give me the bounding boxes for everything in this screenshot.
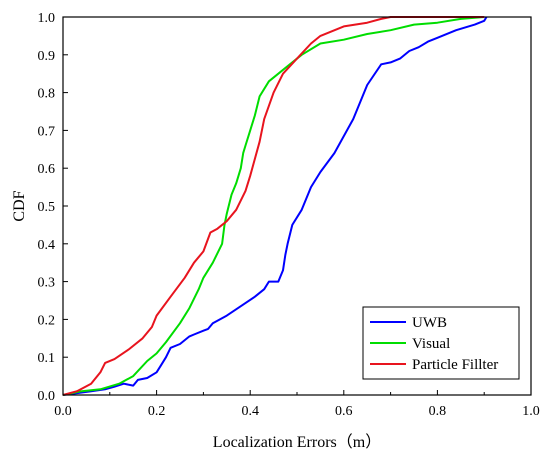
legend-label: Visual	[412, 336, 450, 352]
x-tick-label: 1.0	[522, 404, 540, 419]
y-tick-label: 0.3	[38, 276, 56, 291]
legend-label: Particle Fillter	[412, 357, 498, 373]
x-tick-label: 0.6	[335, 404, 353, 419]
x-tick-label: 0.4	[241, 404, 259, 419]
y-tick-label: 0.5	[38, 200, 56, 215]
y-tick-label: 0.8	[38, 87, 56, 102]
series-line-visual	[62, 16, 485, 396]
x-tick-label: 0.2	[148, 404, 166, 419]
series-layer	[62, 16, 488, 396]
y-tick-label: 0.7	[38, 124, 56, 139]
y-tick-label: 0.2	[38, 313, 56, 328]
legend-label: UWB	[412, 315, 447, 331]
x-axis-label: Localization Errors（m）	[213, 433, 381, 451]
y-tick-label: 0.6	[38, 162, 56, 177]
x-axis: 0.0 0.2 0.4 0.6 0.8 1.0	[54, 390, 540, 419]
legend: UWB Visual Particle Fillter	[362, 306, 520, 380]
y-axis: 0.0 0.1 0.2 0.3 0.4 0.5 0.6 0.7 0.8 0.9 1.0	[38, 11, 68, 404]
y-axis-label: CDF	[11, 190, 28, 221]
y-tick-label: 1.0	[38, 11, 56, 26]
series-line-particle-fillter	[62, 16, 485, 396]
y-tick-label: 0.9	[38, 49, 56, 64]
x-tick-label: 0.0	[54, 404, 72, 419]
y-tick-label: 0.0	[38, 389, 56, 404]
y-tick-label: 0.1	[38, 351, 56, 366]
series-line-uwb	[62, 16, 488, 396]
y-tick-label: 0.4	[38, 238, 56, 253]
x-tick-label: 0.8	[429, 404, 447, 419]
